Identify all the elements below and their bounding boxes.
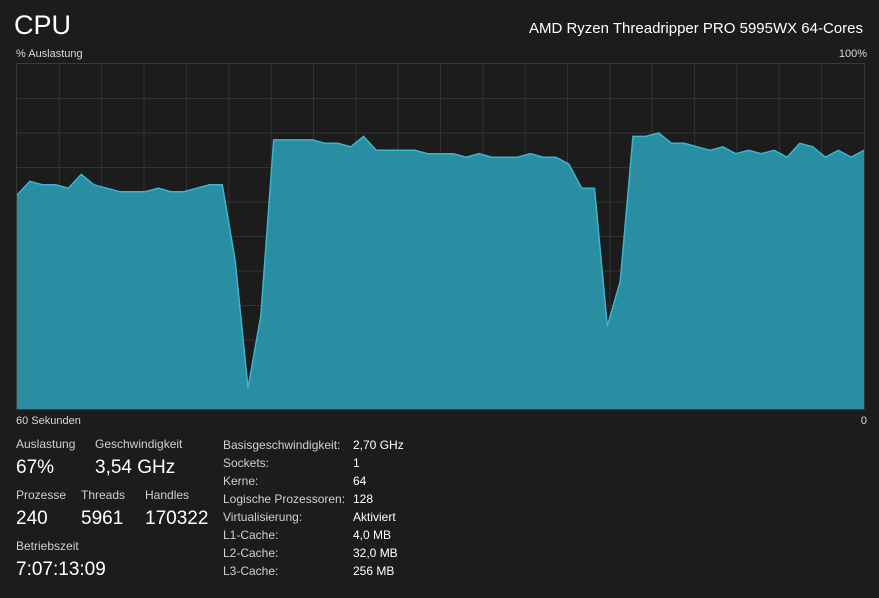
speed-value: 3,54 GHz [95,457,176,478]
cpu-usage-line [17,132,864,389]
spec-row: Virtualisierung: Aktiviert [223,508,404,526]
processes-label: Prozesse [16,488,67,502]
processor-name: AMD Ryzen Threadripper PRO 5995WX 64-Cor… [528,20,863,37]
spec-key: Virtualisierung: [223,510,303,524]
graph-y-max-label: 100% [838,48,867,60]
uptime-value: 7:07:13:09 [16,559,106,580]
utilization-value: 67% [16,457,55,478]
spec-value: 256 MB [353,564,395,578]
spec-row: L2-Cache: 32,0 MB [223,544,404,562]
cpu-specs-list: Basisgeschwindigkeit: 2,70 GHz Sockets: 1 … [223,436,404,580]
utilization-label: Auslastung [16,437,76,451]
spec-value: 4,0 MB [353,528,392,542]
threads-value: 5961 [81,508,124,529]
speed-label: Geschwindigkeit [95,437,183,451]
spec-key: Kerne: [223,474,259,488]
spec-value: 128 [353,492,374,506]
spec-key: L3-Cache: [223,564,279,578]
handles-value: 170322 [145,508,209,529]
spec-value: 2,70 GHz [353,438,404,452]
processes-value: 240 [16,508,48,529]
cpu-usage-area [17,133,864,409]
spec-row: L1-Cache: 4,0 MB [223,526,404,544]
spec-key: Logische Prozessoren: [223,492,346,506]
graph-x-right-label: 0 [860,415,867,427]
spec-row: Logische Prozessoren: 128 [223,490,404,508]
spec-value: 1 [353,456,360,470]
handles-label: Handles [145,488,190,502]
graph-y-label: % Auslastung [16,48,83,60]
spec-row: L3-Cache: 256 MB [223,562,404,580]
spec-key: L1-Cache: [223,528,279,542]
spec-row: Basisgeschwindigkeit: 2,70 GHz [223,436,404,454]
spec-value: 64 [353,474,367,488]
spec-value: Aktiviert [353,510,396,524]
threads-label: Threads [81,488,126,502]
page-title: CPU [14,10,72,40]
cpu-usage-graph [16,63,865,410]
spec-key: Sockets: [223,456,270,470]
spec-key: L2-Cache: [223,546,279,560]
spec-key: Basisgeschwindigkeit: [223,438,341,452]
spec-row: Kerne: 64 [223,472,404,490]
cpu-usage-chart [17,64,864,409]
uptime-label: Betriebszeit [16,539,79,553]
spec-value: 32,0 MB [353,546,398,560]
graph-x-left-label: 60 Sekunden [16,415,81,427]
spec-row: Sockets: 1 [223,454,404,472]
